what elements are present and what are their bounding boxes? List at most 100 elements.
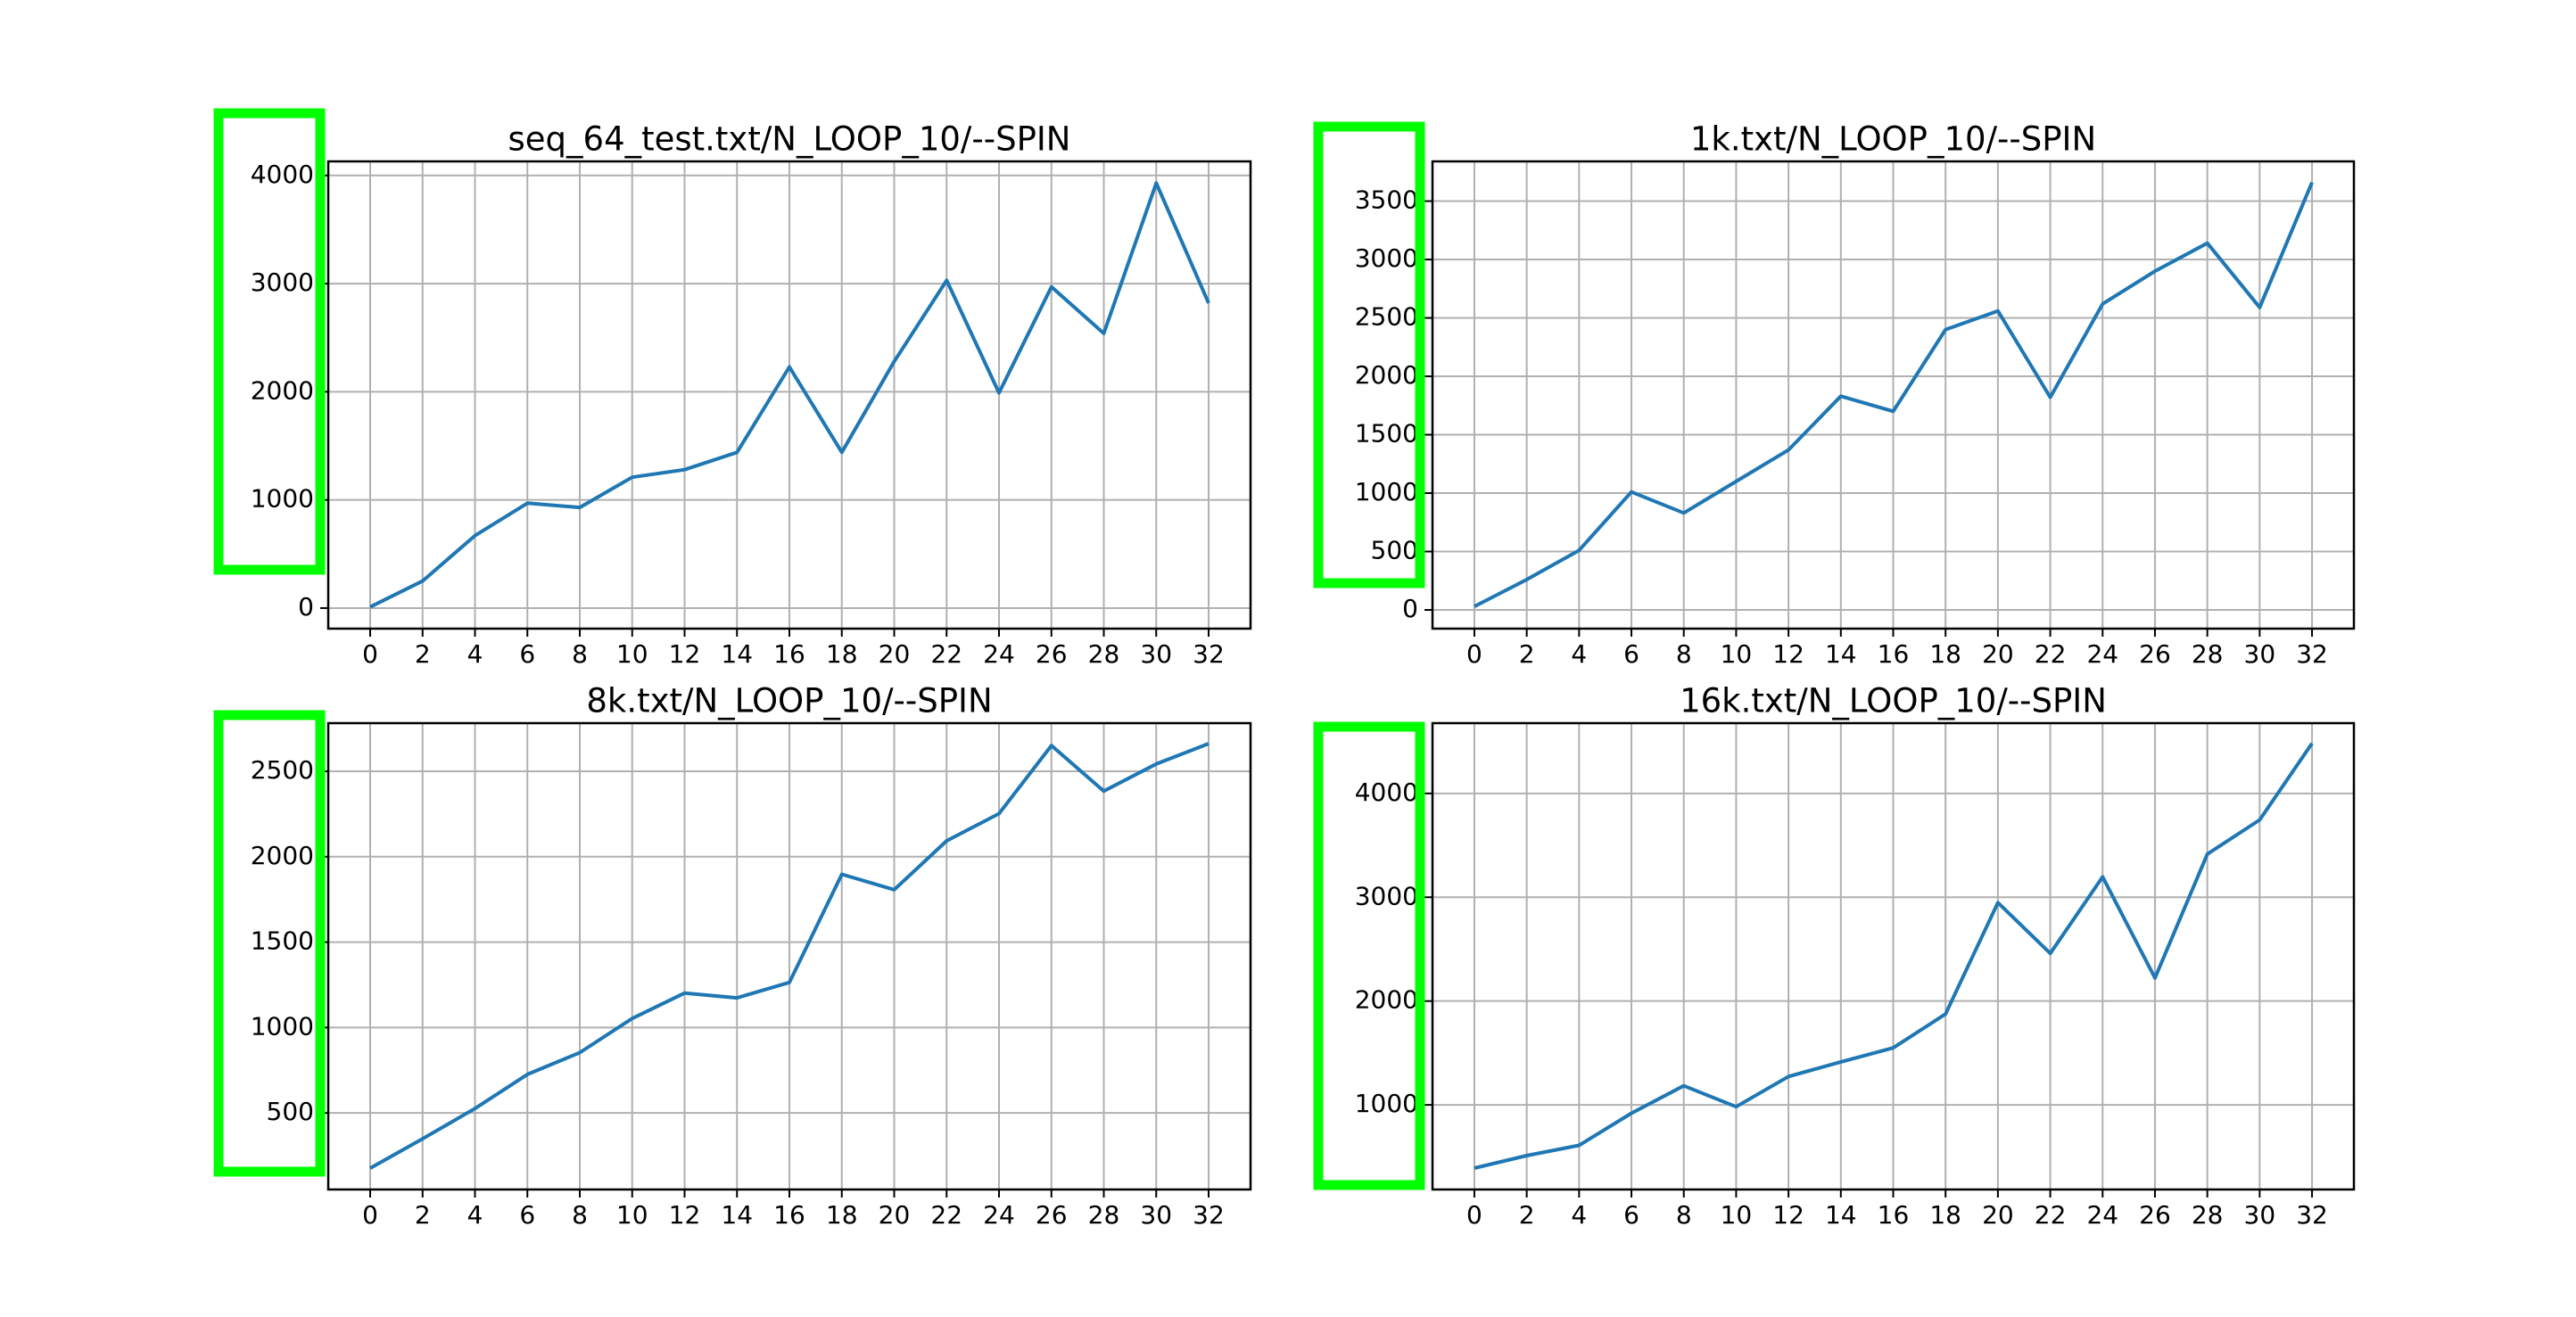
y-tick-label: 3000 xyxy=(1355,243,1418,273)
axes-frame xyxy=(326,721,1252,1191)
series-line xyxy=(1474,181,2314,608)
y-tick-label: 0 xyxy=(298,592,314,621)
x-tick-label: 30 xyxy=(1140,639,1172,669)
x-tick-label: 0 xyxy=(362,1200,378,1230)
x-tick-label: 22 xyxy=(2035,1200,2067,1230)
x-tick-label: 20 xyxy=(1982,639,2014,669)
x-tick-label: 12 xyxy=(1772,639,1804,669)
x-tick-label: 0 xyxy=(362,639,378,669)
y-tick-label: 2000 xyxy=(251,375,314,405)
y-tick-label: 3000 xyxy=(1355,881,1418,910)
y-tick-label: 4000 xyxy=(1355,778,1418,807)
x-tick-label: 28 xyxy=(2192,1200,2224,1230)
x-tick-label: 8 xyxy=(1676,1200,1692,1230)
x-tick-label: 8 xyxy=(572,1200,588,1230)
x-tick-label: 28 xyxy=(2192,639,2224,669)
x-tick-label: 4 xyxy=(1571,1200,1587,1230)
x-tick-label: 14 xyxy=(1825,1200,1857,1230)
x-tick-label: 12 xyxy=(669,639,701,669)
x-tick-label: 10 xyxy=(1721,639,1753,669)
y-axis-highlight-box xyxy=(213,108,326,575)
x-tick-label: 20 xyxy=(1982,1200,2014,1230)
x-tick-label: 30 xyxy=(1140,1200,1172,1230)
y-tick-label: 2000 xyxy=(251,841,314,870)
x-tick-label: 6 xyxy=(519,1200,535,1230)
x-tick-label: 18 xyxy=(1929,639,1961,669)
y-tick-label: 1500 xyxy=(251,926,314,956)
y-tick-label: 500 xyxy=(1371,536,1418,565)
y-tick-label: 0 xyxy=(1402,594,1418,623)
y-tick-label: 4000 xyxy=(251,160,314,189)
y-tick-label: 500 xyxy=(267,1097,314,1126)
x-tick-label: 2 xyxy=(1519,1200,1535,1230)
x-tick-label: 22 xyxy=(930,1200,962,1230)
x-tick-label: 30 xyxy=(2244,1200,2276,1230)
y-tick-label: 3500 xyxy=(1355,185,1418,215)
x-tick-label: 16 xyxy=(773,639,805,669)
x-tick-label: 32 xyxy=(2296,1200,2328,1230)
x-tick-label: 26 xyxy=(2139,1200,2171,1230)
x-tick-label: 10 xyxy=(616,1200,648,1230)
y-axis-highlight-box xyxy=(213,710,326,1177)
series-line xyxy=(369,742,1210,1170)
axes-frame xyxy=(326,160,1252,630)
y-tick-label: 2500 xyxy=(1355,302,1418,332)
x-tick-label: 16 xyxy=(1878,1200,1910,1230)
chart-title: 1k.txt/N_LOOP_10/--SPIN xyxy=(1690,120,2096,159)
x-tick-label: 2 xyxy=(415,1200,431,1230)
x-tick-label: 32 xyxy=(2296,639,2328,669)
x-tick-label: 4 xyxy=(467,639,483,669)
chart-title: seq_64_test.txt/N_LOOP_10/--SPIN xyxy=(508,120,1071,159)
x-tick-label: 14 xyxy=(721,1200,753,1230)
axes-frame xyxy=(1431,160,2356,630)
x-tick-label: 0 xyxy=(1466,1200,1482,1230)
x-tick-label: 10 xyxy=(1721,1200,1753,1230)
x-tick-label: 18 xyxy=(1929,1200,1961,1230)
y-tick-label: 2000 xyxy=(1355,985,1418,1015)
y-tick-label: 1000 xyxy=(251,1011,314,1041)
x-tick-label: 10 xyxy=(616,639,648,669)
chart-panel-2: 1k.txt/N_LOOP_10/--SPIN 0 2 4 6 8 10 12 14 16 18 20… xyxy=(1313,120,2356,669)
x-tick-label: 22 xyxy=(2035,639,2067,669)
x-tick-label: 28 xyxy=(1088,1200,1120,1230)
x-tick-label: 12 xyxy=(1772,1200,1804,1230)
axes-frame xyxy=(1431,721,2356,1191)
x-tick-label: 8 xyxy=(572,639,588,669)
y-axis-highlight-box xyxy=(1313,121,1425,589)
y-tick-label: 2000 xyxy=(1355,360,1418,390)
x-tick-label: 6 xyxy=(519,639,535,669)
x-tick-label: 24 xyxy=(983,1200,1015,1230)
x-tick-label: 24 xyxy=(983,639,1015,669)
x-tick-label: 18 xyxy=(826,1200,858,1230)
x-tick-label: 14 xyxy=(721,639,753,669)
x-tick-label: 18 xyxy=(826,639,858,669)
x-tick-label: 4 xyxy=(467,1200,483,1230)
x-tick-label: 20 xyxy=(879,1200,911,1230)
x-tick-label: 24 xyxy=(2086,1200,2118,1230)
x-tick-label: 2 xyxy=(1519,639,1535,669)
x-tick-label: 32 xyxy=(1193,1200,1225,1230)
x-tick-label: 8 xyxy=(1676,639,1692,669)
x-tick-label: 22 xyxy=(930,639,962,669)
y-tick-label: 2500 xyxy=(251,755,314,785)
y-tick-label: 1000 xyxy=(1355,477,1418,506)
chart-title: 16k.txt/N_LOOP_10/--SPIN xyxy=(1680,682,2107,720)
x-tick-label: 12 xyxy=(669,1200,701,1230)
y-tick-label: 3000 xyxy=(251,268,314,297)
x-tick-label: 16 xyxy=(1878,639,1910,669)
x-tick-label: 6 xyxy=(1623,639,1639,669)
x-tick-label: 14 xyxy=(1825,639,1857,669)
series-line xyxy=(369,181,1210,609)
x-tick-label: 16 xyxy=(773,1200,805,1230)
x-tick-label: 32 xyxy=(1193,639,1225,669)
y-tick-label: 1500 xyxy=(1355,419,1418,449)
x-tick-label: 28 xyxy=(1088,639,1120,669)
x-tick-label: 4 xyxy=(1571,639,1587,669)
y-axis-highlight-box xyxy=(1313,721,1425,1190)
x-tick-label: 2 xyxy=(415,639,431,669)
x-tick-label: 30 xyxy=(2244,639,2276,669)
y-tick-label: 1000 xyxy=(251,484,314,514)
chart-title: 8k.txt/N_LOOP_10/--SPIN xyxy=(586,682,992,720)
